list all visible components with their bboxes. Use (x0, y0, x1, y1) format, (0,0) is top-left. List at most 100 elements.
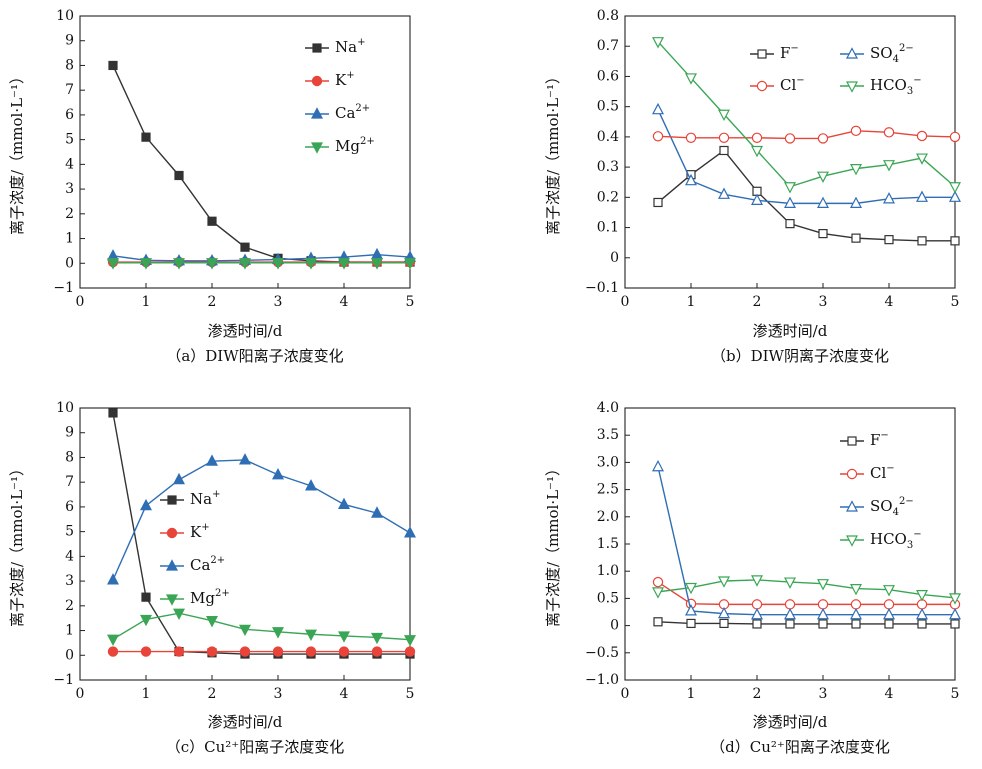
x-tick-label: 1 (687, 686, 696, 702)
y-tick-label: 0.8 (597, 8, 619, 24)
x-tick-label: 1 (142, 686, 151, 702)
data-point (272, 467, 284, 480)
data-point (719, 145, 729, 156)
y-tick-label: 1 (65, 231, 74, 247)
legend-label: SO42− (870, 496, 914, 518)
x-tick-label: 5 (406, 686, 415, 702)
series-line (657, 149, 955, 242)
legend-marker (311, 142, 323, 154)
y-tick-label: 9 (65, 33, 74, 49)
series-line (112, 412, 410, 655)
panel-caption: （c）Cu²⁺阳离子浓度变化 (166, 738, 344, 756)
data-point (718, 187, 730, 199)
legend-marker (846, 468, 858, 480)
data-point (371, 646, 383, 657)
data-point (949, 607, 961, 620)
data-point (850, 607, 862, 620)
y-tick-label: 8 (65, 57, 74, 73)
y-tick-label: 0.2 (597, 189, 619, 205)
data-point (883, 607, 895, 620)
legend-label: K+ (335, 70, 355, 89)
legend-marker (166, 559, 178, 571)
y-tick-label: 0.7 (597, 38, 619, 54)
data-point (305, 646, 317, 657)
legend-marker (847, 436, 857, 446)
y-tick-label: 0 (65, 647, 74, 663)
data-point (652, 131, 664, 142)
data-point (305, 258, 317, 270)
legend-label: F− (870, 430, 889, 449)
data-point (883, 599, 895, 610)
y-tick-label: 2.5 (597, 482, 619, 498)
series-line (657, 466, 955, 616)
data-point (140, 646, 152, 657)
y-tick-label: 6 (65, 499, 74, 515)
legend-marker (167, 495, 177, 505)
data-point (883, 127, 895, 138)
data-point (685, 132, 697, 143)
data-point (239, 624, 251, 637)
x-tick-label: 5 (951, 686, 960, 702)
x-tick-label: 4 (340, 294, 349, 310)
legend-label: Cl− (780, 75, 805, 94)
y-tick-label: 2 (65, 598, 74, 614)
y-axis-label: 离子浓度/（mmol·L⁻¹） (8, 461, 26, 627)
x-axis-label: 渗透时间/d (753, 713, 828, 731)
data-point (718, 606, 730, 619)
data-point (949, 593, 961, 605)
series-line (657, 130, 956, 140)
legend-label: SO42− (870, 43, 914, 65)
y-tick-label: 0.4 (597, 129, 619, 145)
legend-label: Mg2+ (335, 136, 375, 155)
y-tick-label: 0.5 (597, 99, 619, 115)
data-point (404, 646, 416, 657)
series-line (657, 109, 955, 205)
data-point (917, 619, 927, 629)
legend-marker (846, 500, 858, 512)
data-point (950, 236, 960, 246)
data-point (338, 631, 350, 643)
y-tick-label: 0.6 (597, 68, 619, 84)
data-point (949, 182, 961, 194)
data-point (751, 607, 763, 620)
y-tick-label: 3.5 (597, 427, 619, 443)
x-axis-label: 渗透时间/d (753, 322, 828, 340)
data-point (785, 219, 795, 229)
data-point (917, 236, 927, 246)
data-point (884, 235, 894, 245)
y-tick-label: 1.5 (597, 536, 619, 552)
data-point (850, 599, 862, 610)
legend-label: Ca2+ (335, 103, 370, 122)
data-point (685, 173, 697, 186)
data-point (272, 258, 284, 270)
y-tick-label: 2.0 (597, 509, 619, 525)
legend: F− SO42− Cl− HCO3− (750, 43, 922, 97)
y-tick-label: 1 (65, 623, 74, 639)
plot-frame (79, 15, 411, 289)
x-tick-label: 5 (951, 294, 960, 310)
data-point (784, 182, 796, 194)
data-point (652, 576, 664, 588)
data-point (916, 190, 928, 202)
series-line (657, 621, 955, 625)
data-point (850, 125, 862, 137)
data-point (338, 258, 350, 270)
legend-label: F− (780, 43, 799, 62)
x-axis-label: 渗透时间/d (208, 322, 283, 340)
x-tick-label: 0 (76, 294, 85, 310)
legend-marker (757, 49, 767, 59)
x-tick-label: 3 (274, 686, 283, 702)
y-tick-label: 4 (65, 156, 74, 172)
data-point (784, 196, 796, 208)
data-point (338, 497, 350, 510)
legend-label: Na+ (335, 37, 365, 56)
data-point (817, 171, 829, 183)
data-point (653, 197, 663, 208)
y-tick-label: 4.0 (597, 400, 619, 416)
data-point (240, 242, 250, 252)
y-tick-label: 7 (65, 474, 74, 490)
data-point (949, 131, 961, 143)
y-tick-label: −1 (53, 672, 74, 688)
